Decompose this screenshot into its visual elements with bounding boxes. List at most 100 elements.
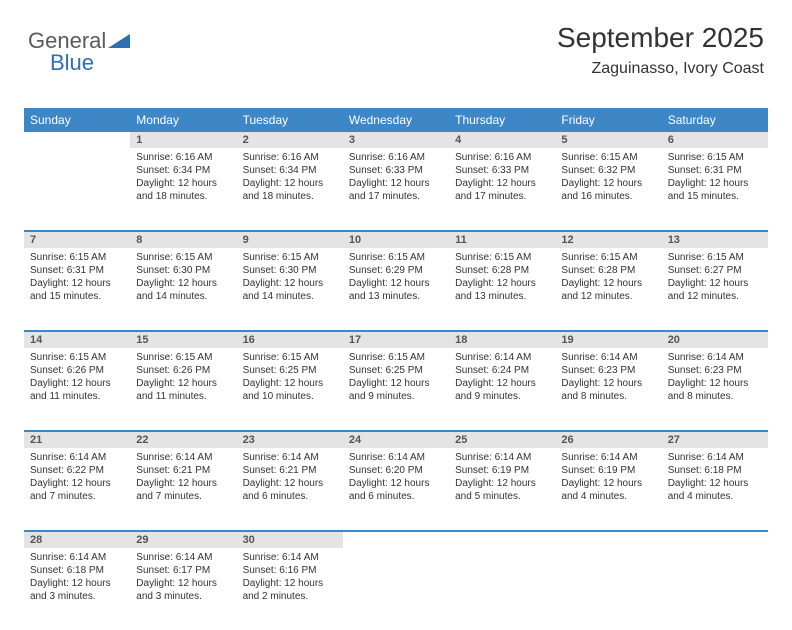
day-number: 23 (237, 432, 343, 448)
day-cell: Sunrise: 6:15 AMSunset: 6:28 PMDaylight:… (555, 248, 661, 330)
day-header: Wednesday (343, 108, 449, 132)
day-cell: Sunrise: 6:14 AMSunset: 6:17 PMDaylight:… (130, 548, 236, 630)
sunrise-text: Sunrise: 6:15 AM (668, 151, 762, 164)
day-cell: Sunrise: 6:16 AMSunset: 6:34 PMDaylight:… (130, 148, 236, 230)
daylight-text: Daylight: 12 hours and 12 minutes. (561, 277, 655, 303)
day-header: Saturday (662, 108, 768, 132)
daylight-text: Daylight: 12 hours and 7 minutes. (136, 477, 230, 503)
day-number: 2 (237, 132, 343, 148)
day-number: 20 (662, 332, 768, 348)
daylight-text: Daylight: 12 hours and 13 minutes. (349, 277, 443, 303)
day-cell: Sunrise: 6:15 AMSunset: 6:25 PMDaylight:… (343, 348, 449, 430)
logo-text-2: Blue (50, 50, 94, 76)
day-number (343, 532, 449, 536)
day-number: 16 (237, 332, 343, 348)
day-cell: Sunrise: 6:14 AMSunset: 6:21 PMDaylight:… (130, 448, 236, 530)
sunset-text: Sunset: 6:23 PM (561, 364, 655, 377)
sunrise-text: Sunrise: 6:15 AM (455, 251, 549, 264)
daylight-text: Daylight: 12 hours and 8 minutes. (668, 377, 762, 403)
daylight-text: Daylight: 12 hours and 5 minutes. (455, 477, 549, 503)
sunrise-text: Sunrise: 6:14 AM (243, 551, 337, 564)
day-number: 8 (130, 232, 236, 248)
day-cell: Sunrise: 6:15 AMSunset: 6:30 PMDaylight:… (237, 248, 343, 330)
day-number: 24 (343, 432, 449, 448)
sunset-text: Sunset: 6:16 PM (243, 564, 337, 577)
daylight-text: Daylight: 12 hours and 6 minutes. (243, 477, 337, 503)
sunrise-text: Sunrise: 6:15 AM (136, 251, 230, 264)
day-number: 22 (130, 432, 236, 448)
sunrise-text: Sunrise: 6:15 AM (30, 251, 124, 264)
day-cell: Sunrise: 6:16 AMSunset: 6:34 PMDaylight:… (237, 148, 343, 230)
day-number (662, 532, 768, 536)
day-number: 9 (237, 232, 343, 248)
sunrise-text: Sunrise: 6:16 AM (455, 151, 549, 164)
day-cell: Sunrise: 6:15 AMSunset: 6:32 PMDaylight:… (555, 148, 661, 230)
daylight-text: Daylight: 12 hours and 15 minutes. (30, 277, 124, 303)
daynum-row: 14151617181920 (24, 331, 768, 348)
daylight-text: Daylight: 12 hours and 3 minutes. (136, 577, 230, 603)
daylight-text: Daylight: 12 hours and 8 minutes. (561, 377, 655, 403)
sunrise-text: Sunrise: 6:15 AM (349, 351, 443, 364)
daylight-text: Daylight: 12 hours and 17 minutes. (455, 177, 549, 203)
day-cell: Sunrise: 6:15 AMSunset: 6:26 PMDaylight:… (24, 348, 130, 430)
sunset-text: Sunset: 6:23 PM (668, 364, 762, 377)
daylight-text: Daylight: 12 hours and 18 minutes. (243, 177, 337, 203)
daylight-text: Daylight: 12 hours and 10 minutes. (243, 377, 337, 403)
sunrise-text: Sunrise: 6:15 AM (561, 151, 655, 164)
day-cell: Sunrise: 6:14 AMSunset: 6:22 PMDaylight:… (24, 448, 130, 530)
sunrise-text: Sunrise: 6:15 AM (243, 251, 337, 264)
sunrise-text: Sunrise: 6:14 AM (561, 451, 655, 464)
day-number (449, 532, 555, 536)
daylight-text: Daylight: 12 hours and 11 minutes. (30, 377, 124, 403)
day-cell (24, 148, 130, 230)
sunset-text: Sunset: 6:21 PM (243, 464, 337, 477)
sunset-text: Sunset: 6:28 PM (455, 264, 549, 277)
sunrise-text: Sunrise: 6:16 AM (243, 151, 337, 164)
day-cell: Sunrise: 6:14 AMSunset: 6:21 PMDaylight:… (237, 448, 343, 530)
day-number: 10 (343, 232, 449, 248)
day-number: 19 (555, 332, 661, 348)
sunrise-text: Sunrise: 6:14 AM (349, 451, 443, 464)
day-cell: Sunrise: 6:14 AMSunset: 6:19 PMDaylight:… (555, 448, 661, 530)
page-title: September 2025 (557, 22, 764, 54)
daylight-text: Daylight: 12 hours and 4 minutes. (668, 477, 762, 503)
daylight-text: Daylight: 12 hours and 14 minutes. (136, 277, 230, 303)
day-cell: Sunrise: 6:15 AMSunset: 6:25 PMDaylight:… (237, 348, 343, 430)
sunrise-text: Sunrise: 6:15 AM (349, 251, 443, 264)
daylight-text: Daylight: 12 hours and 6 minutes. (349, 477, 443, 503)
sunset-text: Sunset: 6:21 PM (136, 464, 230, 477)
day-header: Friday (555, 108, 661, 132)
daylight-text: Daylight: 12 hours and 12 minutes. (668, 277, 762, 303)
day-cell: Sunrise: 6:15 AMSunset: 6:31 PMDaylight:… (24, 248, 130, 330)
day-cell (555, 548, 661, 630)
day-number (555, 532, 661, 536)
day-cell: Sunrise: 6:14 AMSunset: 6:16 PMDaylight:… (237, 548, 343, 630)
sunset-text: Sunset: 6:25 PM (349, 364, 443, 377)
week-row: Sunrise: 6:14 AM Sunset: 6:18 PM Daylight:… (24, 548, 768, 630)
sunrise-text: Sunrise: 6:14 AM (30, 451, 124, 464)
sunset-text: Sunset: 6:17 PM (136, 564, 230, 577)
sunset-text: Sunset: 6:18 PM (668, 464, 762, 477)
daylight-text: Daylight: 12 hours and 15 minutes. (668, 177, 762, 203)
sunset-text: Sunset: 6:30 PM (243, 264, 337, 277)
sunset-text: Sunset: 6:18 PM (30, 564, 124, 577)
day-number: 18 (449, 332, 555, 348)
day-number: 1 (130, 132, 236, 148)
sunset-text: Sunset: 6:26 PM (30, 364, 124, 377)
week-row: Sunrise: 6:15 AMSunset: 6:31 PMDaylight:… (24, 248, 768, 330)
day-number: 3 (343, 132, 449, 148)
day-number: 25 (449, 432, 555, 448)
day-number: 11 (449, 232, 555, 248)
day-header: Thursday (449, 108, 555, 132)
day-cell (343, 548, 449, 630)
sunrise-text: Sunrise: 6:15 AM (668, 251, 762, 264)
logo-triangle-icon (108, 32, 130, 50)
sunrise-text: Sunrise: 6:15 AM (136, 351, 230, 364)
daynum-row: 78910111213 (24, 231, 768, 248)
sunset-text: Sunset: 6:34 PM (243, 164, 337, 177)
day-header: Monday (130, 108, 236, 132)
week-row: Sunrise: 6:16 AMSunset: 6:34 PMDaylight:… (24, 148, 768, 230)
sunset-text: Sunset: 6:19 PM (561, 464, 655, 477)
sunset-text: Sunset: 6:33 PM (455, 164, 549, 177)
day-number: 6 (662, 132, 768, 148)
